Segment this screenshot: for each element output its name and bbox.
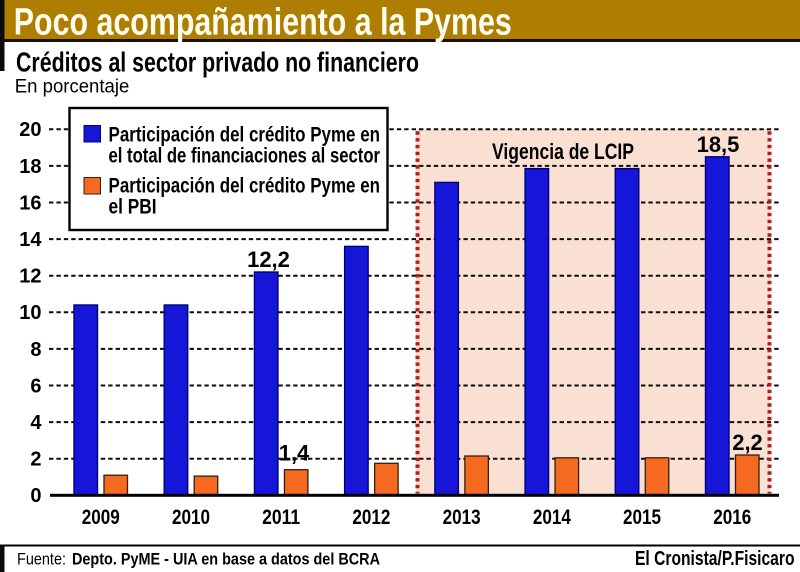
svg-text:Participación del crédito Pyme: Participación del crédito Pyme en (109, 124, 381, 147)
svg-text:6: 6 (30, 375, 41, 397)
svg-text:10: 10 (19, 302, 41, 324)
svg-text:2,2: 2,2 (732, 430, 763, 455)
svg-text:16: 16 (19, 192, 41, 214)
svg-text:0: 0 (30, 485, 41, 507)
svg-text:12,2: 12,2 (247, 247, 290, 272)
svg-text:Vigencia de LCIP: Vigencia de LCIP (492, 139, 634, 164)
svg-text:18,5: 18,5 (697, 132, 740, 157)
svg-text:Fuente:: Fuente: (17, 550, 66, 569)
svg-text:18: 18 (19, 156, 41, 178)
svg-text:8: 8 (30, 339, 41, 361)
svg-text:4: 4 (30, 412, 42, 434)
svg-text:1,4: 1,4 (279, 441, 310, 466)
svg-text:2013: 2013 (443, 506, 481, 529)
svg-text:el PBI: el PBI (109, 196, 157, 219)
svg-text:14: 14 (19, 229, 42, 251)
svg-text:2016: 2016 (713, 506, 751, 529)
svg-text:el total de financiaciones al: el total de financiaciones al sector (109, 145, 381, 168)
svg-text:20: 20 (19, 119, 41, 141)
svg-text:En porcentaje: En porcentaje (15, 76, 130, 98)
svg-text:Participación del crédito Pyme: Participación del crédito Pyme en (109, 175, 381, 198)
svg-text:2011: 2011 (262, 506, 300, 529)
svg-text:2009: 2009 (82, 506, 120, 529)
svg-text:Depto. PyME - UIA en base a da: Depto. PyME - UIA en base a datos del BC… (72, 550, 380, 569)
svg-text:2: 2 (30, 449, 41, 471)
svg-text:2012: 2012 (352, 506, 390, 529)
svg-text:2015: 2015 (623, 506, 661, 529)
svg-text:El Cronista/P.Fisicaro: El Cronista/P.Fisicaro (635, 548, 795, 570)
svg-text:Poco acompañamiento a la Pymes: Poco acompañamiento a la Pymes (14, 2, 512, 44)
svg-text:12: 12 (19, 266, 41, 288)
svg-text:2014: 2014 (533, 506, 571, 529)
svg-text:2010: 2010 (172, 506, 210, 529)
svg-text:Créditos al sector privado no: Créditos al sector privado no financiero (16, 47, 419, 78)
